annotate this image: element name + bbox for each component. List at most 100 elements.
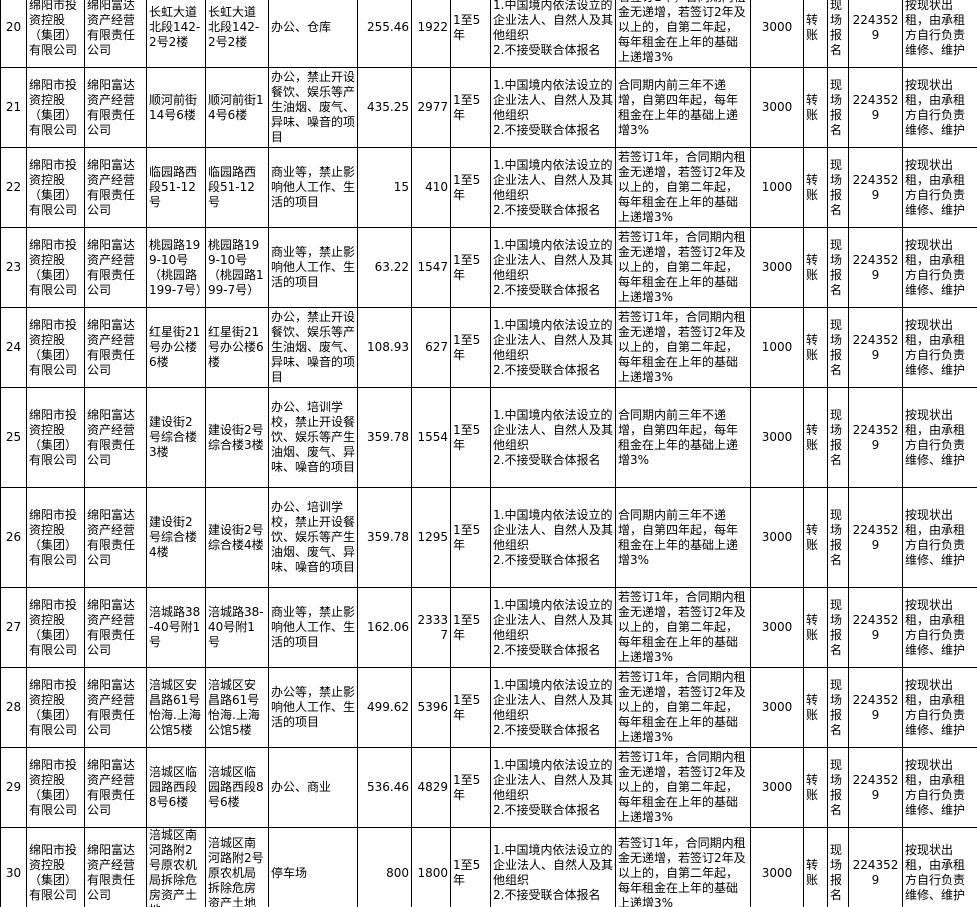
cell: 1.中国境内依法设立的企业法人、自然人及其他组织 2.不接受联合体报名 <box>490 227 616 308</box>
cell: 转账 <box>803 67 828 148</box>
cell: 绵阳富达资产经营有限责任公司 <box>84 827 147 907</box>
cell: 359.78 <box>357 387 412 488</box>
cell: 涪城路38-40号附1号 <box>205 587 269 668</box>
cell: 1至5年 <box>450 0 491 68</box>
cell: 2243529 <box>848 0 903 68</box>
cell: 绵阳富达资产经营有限责任公司 <box>84 387 147 488</box>
cell: 2243529 <box>848 587 903 668</box>
cell: 26 <box>0 487 27 588</box>
cell: 1.中国境内依法设立的企业法人、自然人及其他组织 2.不接受联合体报名 <box>490 67 616 148</box>
cell: 1800 <box>411 827 451 907</box>
cell: 359.78 <box>357 487 412 588</box>
cell: 绵阳市投资控股（集团）有限公司 <box>26 0 85 68</box>
cell: 绵阳富达资产经营有限责任公司 <box>84 667 147 748</box>
cell: 1.中国境内依法设立的企业法人、自然人及其他组织 2.不接受联合体报名 <box>490 747 616 828</box>
cell: 转账 <box>803 387 828 488</box>
cell: 现场报名 <box>827 827 849 907</box>
cell: 绵阳市投资控股（集团）有限公司 <box>26 67 85 148</box>
cell: 1.中国境内依法设立的企业法人、自然人及其他组织 2.不接受联合体报名 <box>490 147 616 228</box>
cell: 按现状出租，由承租方自行负责维修、维护 <box>902 227 977 308</box>
cell: 按现状出租，由承租方自行负责维修、维护 <box>902 67 977 148</box>
table-row: 30 绵阳市投资控股（集团）有限公司 绵阳富达资产经营有限责任公司 涪城区南河路附2号… <box>0 827 977 907</box>
cell: 红星街21号办公楼6楼 <box>146 307 206 388</box>
cell: 2243529 <box>848 387 903 488</box>
cell: 转账 <box>803 667 828 748</box>
cell: 办公，禁止开设餐饮、娱乐等产生油烟、废气、异味、噪音的项目 <box>268 67 358 148</box>
cell: 30 <box>0 827 27 907</box>
cell: 建设街2号综合楼3楼 <box>205 387 269 488</box>
cell: 商业等，禁止影响他人工作、生活的项目 <box>268 587 358 668</box>
cell: 绵阳富达资产经营有限责任公司 <box>84 67 147 148</box>
cell: 2243529 <box>848 307 903 388</box>
cell: 现场报名 <box>827 307 849 388</box>
cell: 按现状出租，由承租方自行负责维修、维护 <box>902 747 977 828</box>
cell: 3000 <box>750 587 804 668</box>
cell: 合同期内前三年不递增，自第四年起，每年租金在上年的基础上递增3% <box>615 487 751 588</box>
cell: 按现状出租，由承租方自行负责维修、维护 <box>902 307 977 388</box>
cell: 绵阳富达资产经营有限责任公司 <box>84 487 147 588</box>
cell: 1000 <box>750 307 804 388</box>
cell: 绵阳富达资产经营有限责任公司 <box>84 307 147 388</box>
cell: 按现状出租，由承租方自行负责维修、维护 <box>902 387 977 488</box>
cell: 1至5年 <box>450 487 491 588</box>
cell: 建设街2号综合楼4楼 <box>205 487 269 588</box>
table-row: 22 绵阳市投资控股（集团）有限公司 绵阳富达资产经营有限责任公司 临园路西段51-1… <box>0 147 977 228</box>
cell: 1至5年 <box>450 747 491 828</box>
cell: 1至5年 <box>450 667 491 748</box>
cell: 2243529 <box>848 747 903 828</box>
cell: 现场报名 <box>827 747 849 828</box>
cell: 1至5年 <box>450 827 491 907</box>
cell: 若签订1年，合同期内租金无递增，若签订2年及以上的，自第二年起，每年租金在上年的… <box>615 587 751 668</box>
cell: 现场报名 <box>827 227 849 308</box>
cell: 3000 <box>750 487 804 588</box>
cell: 临园路西段51-12号 <box>146 147 206 228</box>
cell: 2977 <box>411 67 451 148</box>
cell: 1922 <box>411 0 451 68</box>
cell: 绵阳市投资控股（集团）有限公司 <box>26 387 85 488</box>
cell: 停车场 <box>268 827 358 907</box>
cell: 3000 <box>750 67 804 148</box>
cell: 转账 <box>803 587 828 668</box>
cell: 绵阳富达资产经营有限责任公司 <box>84 747 147 828</box>
cell: 转账 <box>803 747 828 828</box>
cell: 2243529 <box>848 487 903 588</box>
cell: 435.25 <box>357 67 412 148</box>
cell: 25 <box>0 387 27 488</box>
cell: 若签订1年，合同期内租金无递增，若签订2年及以上的，自第二年起，每年租金在上年的… <box>615 667 751 748</box>
cell: 按现状出租，由承租方自行负责维修、维护 <box>902 0 977 68</box>
cell: 办公等，禁止影响他人工作、生活的项目 <box>268 667 358 748</box>
cell: 绵阳市投资控股（集团）有限公司 <box>26 747 85 828</box>
cell: 转账 <box>803 307 828 388</box>
cell: 涪城区临园路西段8号6楼 <box>205 747 269 828</box>
cell: 3000 <box>750 667 804 748</box>
cell: 绵阳富达资产经营有限责任公司 <box>84 587 147 668</box>
cell: 1554 <box>411 387 451 488</box>
cell: 现场报名 <box>827 667 849 748</box>
cell: 若签订1年，合同期内租金无递增，若签订2年及以上的，自第二年起，每年租金在上年的… <box>615 827 751 907</box>
cell: 转账 <box>803 227 828 308</box>
cell: 3000 <box>750 827 804 907</box>
cell: 绵阳市投资控股（集团）有限公司 <box>26 667 85 748</box>
cell: 2243529 <box>848 227 903 308</box>
cell: 合同期内前三年不递增，自第四年起，每年租金在上年的基础上递增3% <box>615 387 751 488</box>
cell: 涪城区临园路西段8号6楼 <box>146 747 206 828</box>
table-row: 27 绵阳市投资控股（集团）有限公司 绵阳富达资产经营有限责任公司 涪城路38-40号… <box>0 587 977 668</box>
cell: 3000 <box>750 227 804 308</box>
table-row: 20 绵阳市投资控股（集团）有限公司 绵阳富达资产经营有限责任公司 长虹大道北段142… <box>0 0 977 68</box>
cell: 现场报名 <box>827 587 849 668</box>
cell: 办公，禁止开设餐饮、娱乐等产生油烟、废气、异味、噪音的项目 <box>268 307 358 388</box>
cell: 1.中国境内依法设立的企业法人、自然人及其他组织 2.不接受联合体报名 <box>490 487 616 588</box>
cell: 现场报名 <box>827 147 849 228</box>
cell: 1.中国境内依法设立的企业法人、自然人及其他组织 2.不接受联合体报名 <box>490 307 616 388</box>
cell: 商业等，禁止影响他人工作、生活的项目 <box>268 227 358 308</box>
table-row: 23 绵阳市投资控股（集团）有限公司 绵阳富达资产经营有限责任公司 桃园路199-10… <box>0 227 977 308</box>
cell: 536.46 <box>357 747 412 828</box>
cell: 绵阳市投资控股（集团）有限公司 <box>26 827 85 907</box>
cell: 红星街21号办公楼6楼 <box>205 307 269 388</box>
cell: 若签订1年，合同期内租金无递增，若签订2年及以上的，自第二年起，每年租金在上年的… <box>615 147 751 228</box>
cell: 桃园路199-10号（桃园路199-7号） <box>205 227 269 308</box>
cell: 办公、培训学校，禁止开设餐饮、娱乐等产生油烟、废气、异味、噪音的项目 <box>268 387 358 488</box>
cell: 1至5年 <box>450 147 491 228</box>
cell: 现场报名 <box>827 387 849 488</box>
